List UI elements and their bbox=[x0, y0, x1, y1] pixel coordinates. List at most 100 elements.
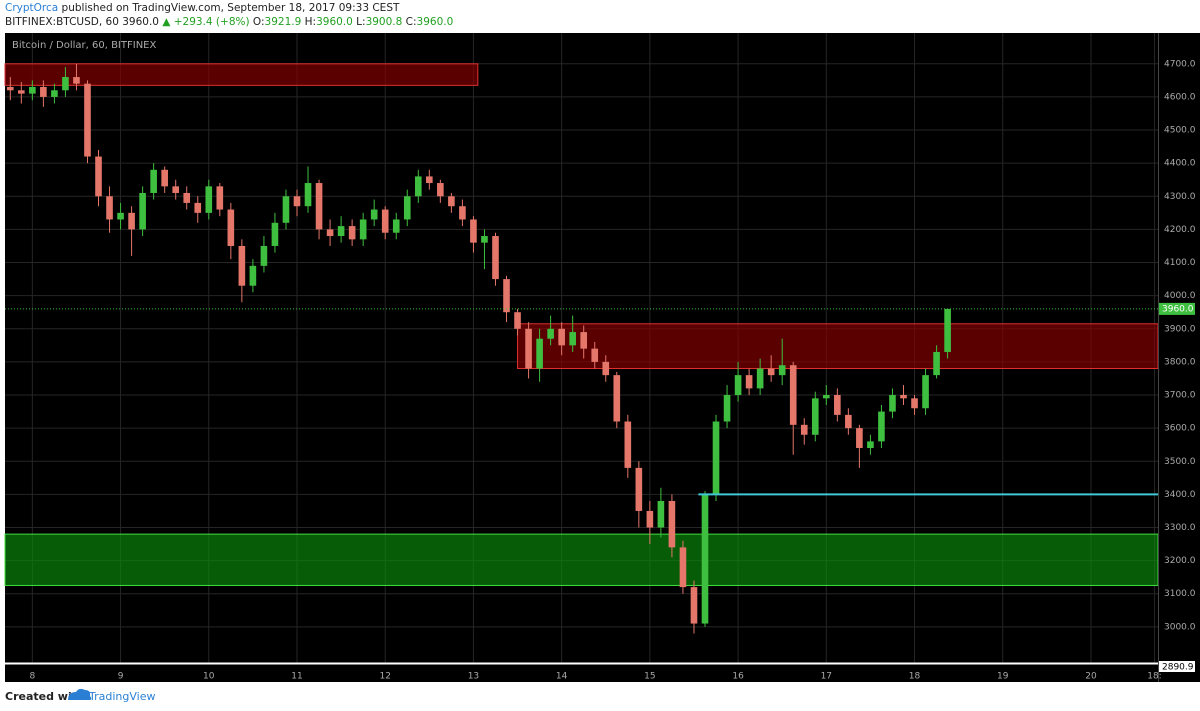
y-tick-label: 3300.0 bbox=[1164, 523, 1196, 533]
x-tick-label: 15 bbox=[644, 672, 655, 682]
candle-body bbox=[282, 196, 290, 223]
candle-body bbox=[690, 587, 698, 624]
x-tick-label: 18: bbox=[1147, 672, 1161, 682]
x-tick-label: 10 bbox=[203, 672, 215, 682]
candle-body bbox=[811, 398, 819, 435]
y-tick-label: 4400.0 bbox=[1164, 159, 1196, 169]
candle-body bbox=[315, 183, 323, 230]
x-tick-label: 20 bbox=[1085, 672, 1097, 682]
candle-body bbox=[856, 428, 863, 449]
y-tick-label: 3100.0 bbox=[1164, 589, 1196, 599]
zone bbox=[517, 323, 1159, 370]
x-tick-label: 17 bbox=[821, 672, 832, 682]
zones bbox=[4, 63, 1159, 586]
x-tick-label: 19 bbox=[997, 672, 1009, 682]
candle-body bbox=[359, 219, 367, 240]
candle-body bbox=[624, 421, 632, 468]
candle-body bbox=[18, 90, 25, 94]
x-tick-label: 14 bbox=[556, 672, 568, 682]
candle-body bbox=[558, 328, 565, 346]
candle-body bbox=[348, 226, 356, 240]
candle-body bbox=[756, 368, 764, 389]
candle-body bbox=[878, 411, 885, 442]
candle-body bbox=[73, 77, 80, 84]
candle-body bbox=[437, 183, 444, 197]
candle-body bbox=[492, 236, 499, 280]
candle-body bbox=[426, 176, 433, 184]
candle-body bbox=[260, 245, 268, 266]
candle-body bbox=[370, 209, 378, 220]
bottom-marker-label: 2890.9 bbox=[1162, 663, 1194, 673]
x-tick-label: 11 bbox=[291, 672, 302, 682]
symbol: BITFINEX:BTCUSD, 60 bbox=[5, 16, 119, 28]
candle-body bbox=[679, 547, 687, 588]
y-tick-label: 3700.0 bbox=[1164, 391, 1196, 401]
footer-brand: TradingView bbox=[88, 690, 155, 703]
candle-body bbox=[778, 365, 786, 376]
candle-body bbox=[459, 206, 466, 220]
bottom-marker-box bbox=[1159, 661, 1195, 672]
candle-body bbox=[944, 308, 951, 352]
candle-body bbox=[448, 196, 455, 207]
candle-body bbox=[470, 219, 477, 243]
y-tick-label: 3400.0 bbox=[1164, 490, 1196, 500]
candle-body bbox=[503, 279, 510, 313]
last: 3960.0 bbox=[122, 16, 159, 28]
candle-body bbox=[867, 441, 874, 449]
y-tick-label: 4700.0 bbox=[1164, 59, 1196, 69]
candle-body bbox=[326, 229, 334, 237]
candle-body bbox=[580, 332, 588, 349]
zone bbox=[4, 63, 479, 86]
published: published on TradingView.com, September … bbox=[62, 2, 400, 14]
y-tick-label: 3800.0 bbox=[1164, 357, 1196, 367]
footer-created: Created with bbox=[5, 690, 85, 703]
candle-body bbox=[183, 192, 191, 203]
candle-body bbox=[304, 183, 312, 207]
overlays bbox=[5, 308, 1158, 496]
candle-body bbox=[701, 494, 709, 624]
candle-body bbox=[889, 395, 896, 412]
candle-body bbox=[84, 83, 91, 157]
candle-body bbox=[249, 265, 257, 286]
candle-body bbox=[205, 186, 213, 213]
candle-body bbox=[536, 338, 543, 369]
candle-body bbox=[547, 328, 554, 339]
candle-body bbox=[911, 398, 918, 409]
candle-body bbox=[337, 226, 345, 237]
candle-body bbox=[40, 86, 47, 97]
candle-body bbox=[117, 212, 124, 220]
y-tick-label: 4300.0 bbox=[1164, 192, 1196, 202]
candle-body bbox=[62, 77, 69, 91]
y-tick-label: 4600.0 bbox=[1164, 92, 1196, 102]
candle-body bbox=[172, 186, 180, 193]
c-label: C: bbox=[406, 16, 417, 28]
o-label: O: bbox=[253, 16, 265, 28]
candle-body bbox=[293, 196, 301, 207]
x-tick-label: 9 bbox=[118, 672, 124, 682]
y-tick-label: 3600.0 bbox=[1164, 424, 1196, 434]
candle-body bbox=[51, 90, 58, 97]
chart-title: Bitcoin / Dollar, 60, BITFINEX bbox=[12, 40, 156, 51]
c: 3960.0 bbox=[417, 16, 454, 28]
candle-body bbox=[525, 328, 532, 369]
candle-body bbox=[271, 222, 279, 246]
candle-body bbox=[723, 395, 731, 422]
x-tick-label: 13 bbox=[468, 672, 479, 682]
last-price-label: 3960.0 bbox=[1162, 304, 1194, 314]
candle-body bbox=[569, 332, 576, 346]
candle-body bbox=[734, 375, 742, 396]
candle-body bbox=[657, 501, 665, 528]
candle-body bbox=[381, 209, 389, 233]
y-tick-label: 3900.0 bbox=[1164, 324, 1196, 334]
x-tick-label: 12 bbox=[379, 672, 390, 682]
candle-body bbox=[128, 212, 135, 230]
header-line: CryptOrca published on TradingView.com, … bbox=[5, 2, 400, 14]
y-tick-label: 4100.0 bbox=[1164, 258, 1196, 268]
candle-body bbox=[238, 245, 246, 286]
candle-body bbox=[613, 375, 621, 422]
candle-body bbox=[392, 219, 400, 233]
candle-body bbox=[789, 365, 797, 425]
y-tick-label: 4200.0 bbox=[1164, 225, 1196, 235]
